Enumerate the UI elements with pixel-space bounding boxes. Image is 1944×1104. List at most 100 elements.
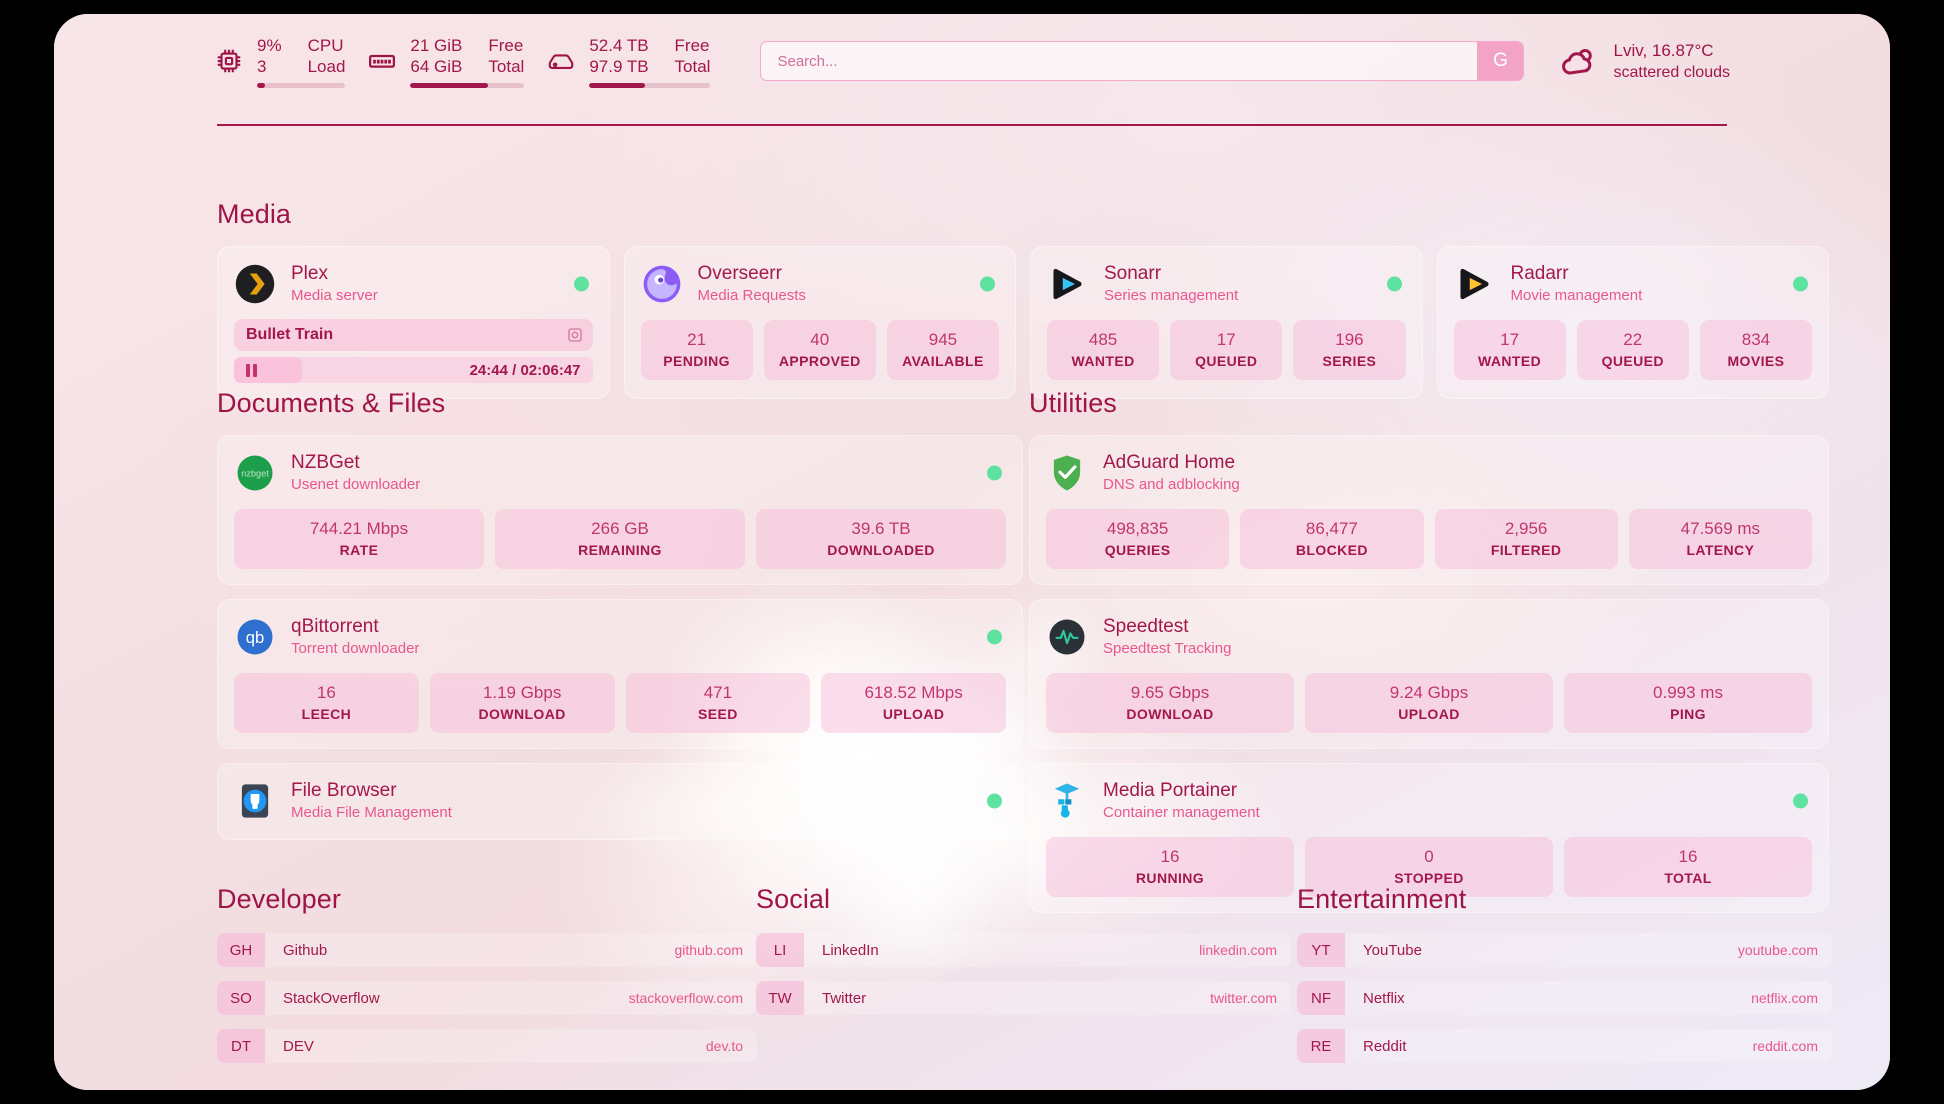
stat-value: 17 [1500, 330, 1520, 349]
service-card-nzbget[interactable]: nzbget NZBGet Usenet downloader 744.21 M… [217, 435, 1023, 585]
bookmark-key: TW [756, 981, 804, 1015]
stat-tile[interactable]: 196 SERIES [1293, 320, 1406, 380]
service-card-overseerr[interactable]: Overseerr Media Requests 21 PENDING 40 A… [623, 246, 1016, 399]
weather-widget[interactable]: Lviv, 16.87°C scattered clouds [1558, 40, 1730, 83]
disk-label-top: Free [674, 35, 710, 55]
cpu-usage-bar [257, 82, 346, 88]
stat-tile[interactable]: 0.993 ms PING [1564, 673, 1812, 733]
cpu-label-top: CPU [307, 35, 344, 55]
bookmark-item[interactable]: LI LinkedIn linkedin.com [756, 933, 1291, 967]
stat-tile[interactable]: 945 AVAILABLE [886, 320, 1000, 380]
service-subtitle: Media server [291, 287, 378, 304]
stat-tile[interactable]: 834 MOVIES [1699, 320, 1813, 380]
bookmark-host: twitter.com [1210, 990, 1277, 1006]
memory-label-bottom: Total [488, 56, 525, 76]
service-card-adguard-home[interactable]: AdGuard Home DNS and adblocking 498,835 … [1029, 435, 1829, 585]
stat-tile[interactable]: 471 SEED [625, 673, 811, 733]
stat-tile[interactable]: 21 PENDING [640, 320, 753, 380]
stat-tile[interactable]: 16 LEECH [234, 673, 419, 733]
status-indicator-online [1793, 793, 1808, 809]
stat-label: STOPPED [1394, 870, 1464, 886]
service-card-file-browser[interactable]: File Browser Media File Management [217, 763, 1023, 840]
overseerr-icon [641, 263, 683, 305]
service-card-media-portainer[interactable]: Media Portainer Container management 16 … [1029, 763, 1829, 913]
pause-icon[interactable] [246, 363, 257, 377]
bookmark-key: GH [217, 933, 265, 967]
cast-icon[interactable] [567, 327, 583, 343]
service-card-qbittorrent[interactable]: qb qBittorrent Torrent downloader 16 LEE… [217, 599, 1023, 749]
cpu-stat[interactable]: 9% 3 CPU Load [214, 35, 346, 88]
speedtest-icon [1046, 616, 1088, 658]
ram-icon [367, 46, 397, 76]
stat-tile[interactable]: 39.6 TB DOWNLOADED [756, 509, 1006, 569]
service-card-radarr[interactable]: Radarr Movie management 17 WANTED 22 QUE… [1436, 246, 1829, 399]
qbittorrent-icon: qb [234, 616, 276, 658]
bookmark-name: StackOverflow [283, 989, 380, 1007]
stat-tile[interactable]: 498,835 QUERIES [1046, 509, 1230, 569]
bookmark-host: linkedin.com [1199, 942, 1277, 958]
disk-stat[interactable]: 52.4 TB 97.9 TB Free Total [546, 35, 711, 88]
service-card-plex[interactable]: Plex Media server Bullet Train [217, 246, 610, 399]
stats-row: 744.21 Mbps RATE 266 GB REMAINING 39.6 T… [234, 509, 1006, 569]
stat-label: AVAILABLE [902, 353, 984, 369]
stat-tile[interactable]: 0 STOPPED [1305, 837, 1553, 897]
status-indicator-online [1386, 276, 1402, 292]
stat-tile[interactable]: 744.21 Mbps RATE [234, 509, 484, 569]
stat-tile[interactable]: 16 TOTAL [1564, 837, 1812, 897]
stat-tile[interactable]: 9.24 Gbps UPLOAD [1305, 673, 1553, 733]
playback-separator: / [512, 361, 517, 379]
stat-value: 485 [1088, 330, 1118, 349]
bookmark-item[interactable]: SO StackOverflow stackoverflow.com [217, 981, 757, 1015]
playback-time: 24:44 / 02:06:47 [470, 362, 581, 379]
bookmark-name: DEV [283, 1037, 314, 1055]
bookmark-item[interactable]: GH Github github.com [217, 933, 757, 967]
service-card-sonarr[interactable]: Sonarr Series management 485 WANTED 17 Q… [1030, 246, 1423, 399]
stat-label: BLOCKED [1295, 542, 1368, 558]
stat-tile[interactable]: 47.569 ms LATENCY [1628, 509, 1812, 569]
stat-tile[interactable]: 40 APPROVED [763, 320, 876, 380]
service-subtitle: Container management [1103, 804, 1260, 821]
service-name: Speedtest [1103, 616, 1189, 637]
stat-tile[interactable]: 9.65 Gbps DOWNLOAD [1046, 673, 1294, 733]
stat-tile[interactable]: 266 GB REMAINING [495, 509, 745, 569]
disk-total: 97.9 TB [589, 56, 649, 76]
bookmark-item[interactable]: NF Netflix netflix.com [1297, 981, 1832, 1015]
service-name: NZBGet [291, 452, 360, 473]
stat-label: SEED [698, 706, 738, 722]
bookmark-name: Github [283, 941, 328, 959]
search-submit-button[interactable]: G [1477, 42, 1524, 80]
stat-value: 618.52 Mbps [864, 683, 963, 702]
playback-duration: 02:06:47 [520, 361, 581, 379]
bookmark-item[interactable]: RE Reddit reddit.com [1297, 1029, 1832, 1063]
stat-label: FILTERED [1490, 542, 1562, 558]
stat-tile[interactable]: 1.19 Gbps DOWNLOAD [429, 673, 615, 733]
stat-tile[interactable]: 86,477 BLOCKED [1240, 509, 1424, 569]
stat-tile[interactable]: 22 QUEUED [1576, 320, 1689, 380]
status-indicator-online [980, 276, 995, 292]
stat-value: 1.19 Gbps [482, 683, 562, 702]
service-name: Plex [291, 263, 328, 284]
stat-value: 16 [316, 683, 336, 702]
search-bar[interactable]: G [760, 41, 1525, 81]
stat-tile[interactable]: 2,956 FILTERED [1434, 509, 1618, 569]
playback-progress-bar[interactable]: 24:44 / 02:06:47 [234, 357, 593, 383]
stat-tile[interactable]: 17 QUEUED [1170, 320, 1283, 380]
bookmark-item[interactable]: YT YouTube youtube.com [1297, 933, 1832, 967]
status-indicator-online [987, 465, 1002, 481]
stat-tile[interactable]: 485 WANTED [1047, 320, 1160, 380]
bookmark-item[interactable]: TW Twitter twitter.com [756, 981, 1291, 1015]
stat-label: QUEUED [1601, 353, 1664, 369]
service-card-speedtest[interactable]: Speedtest Speedtest Tracking 9.65 Gbps D… [1029, 599, 1829, 749]
sonarr-icon [1047, 263, 1089, 305]
bookmark-item[interactable]: DT DEV dev.to [217, 1029, 757, 1063]
stat-tile[interactable]: 17 WANTED [1453, 320, 1566, 380]
memory-stat[interactable]: 21 GiB 64 GiB Free Total [367, 35, 525, 88]
cpu-cores: 3 [257, 56, 267, 76]
cpu-label-bottom: Load [307, 56, 346, 76]
bookmark-name: YouTube [1363, 941, 1422, 959]
stat-tile[interactable]: 16 RUNNING [1046, 837, 1294, 897]
service-subtitle: Usenet downloader [291, 476, 421, 493]
search-input[interactable] [761, 42, 1478, 80]
stat-value: 834 [1741, 330, 1771, 349]
stat-tile[interactable]: 618.52 Mbps UPLOAD [821, 673, 1006, 733]
